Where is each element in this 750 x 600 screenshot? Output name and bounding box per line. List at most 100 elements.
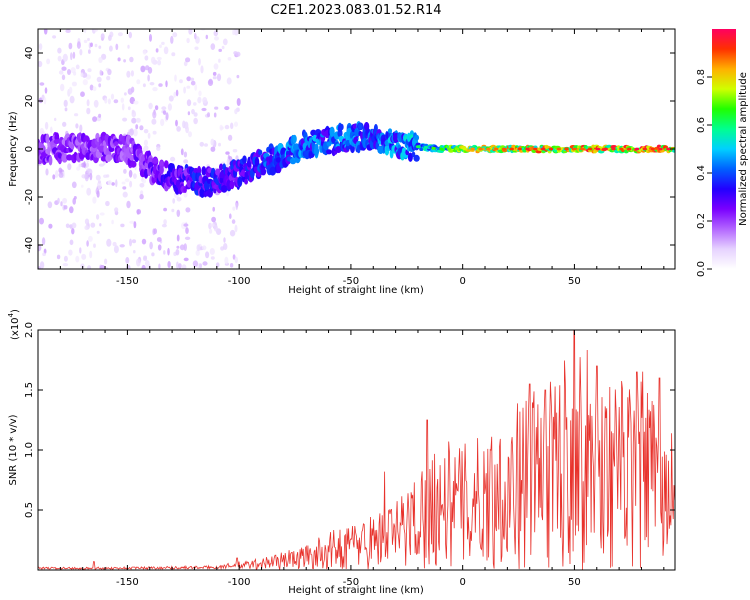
spectrum-noise-cell — [161, 223, 167, 228]
spectrum-noise-cell — [55, 170, 59, 178]
spectrum-noise-cell — [61, 74, 66, 81]
spectrum-noise-cell — [235, 51, 241, 57]
spectrum-noise-cell — [84, 173, 89, 182]
colorbar: 0.0 0.2 0.4 0.6 0.8 Normalized spectral ampl… — [696, 29, 749, 277]
spectrum-noise-cell — [83, 161, 86, 168]
spectrum-noise-cell — [157, 59, 162, 66]
spectrum-noise-cell — [186, 85, 191, 89]
spectrum-noise-cell — [149, 34, 152, 42]
spectrum-noise-cell — [122, 186, 127, 190]
spectrum-noise-cell — [149, 82, 155, 86]
spectrum-noise-cell — [79, 49, 83, 56]
spectrum-noise-cell — [176, 234, 180, 242]
spectrum-ridge-cell — [107, 154, 113, 161]
x-tick-label: 50 — [568, 577, 581, 588]
spectrum-noise-cell — [130, 70, 134, 77]
spectrum-noise-cell — [96, 190, 100, 198]
spectrum-noise-cell — [233, 29, 239, 36]
spectrum-noise-cell — [131, 117, 137, 124]
spectrum-peak-cell — [642, 147, 647, 151]
spectrum-noise-cell — [223, 243, 228, 250]
spectrum-noise-cell — [227, 57, 232, 61]
spectrum-noise-cell — [183, 257, 189, 262]
snr-scale-base: (x10 — [10, 317, 21, 340]
spectrum-ridge-cell — [339, 123, 344, 131]
spectrum-noise-cell — [213, 112, 217, 118]
spectrum-noise-cell — [61, 66, 67, 71]
spectrum-noise-cell — [76, 166, 81, 171]
spectrum-noise-cell — [38, 244, 42, 252]
spectrum-noise-cell — [202, 245, 207, 251]
spectrum-noise-cell — [136, 209, 141, 215]
y-tick-label: 40 — [24, 47, 35, 60]
spectrum-noise-cell — [168, 95, 174, 102]
spectrum-peak-cell — [595, 147, 601, 151]
spectrum-noise-cell — [209, 228, 213, 234]
spectrum-noise-cell — [76, 41, 81, 49]
snr-series-line — [38, 330, 675, 570]
spectrum-noise-cell — [212, 76, 217, 80]
spectrum-noise-cell — [179, 79, 183, 84]
spectrum-noise-cell — [46, 58, 51, 65]
spectrum-peak-cell — [447, 147, 452, 151]
spectrum-noise-cell — [229, 263, 234, 268]
spectrum-noise-cell — [193, 112, 198, 117]
spectrum-noise-cell — [39, 127, 45, 135]
spectrum-noise-cell — [128, 31, 132, 39]
spectrum-noise-cell — [185, 207, 191, 213]
spectrum-noise-cell — [205, 34, 208, 40]
spectrum-noise-cell — [156, 146, 161, 151]
spectrum-noise-cell — [107, 98, 111, 105]
spectrum-noise-cell — [80, 72, 84, 77]
spectrum-noise-cell — [183, 86, 187, 94]
spectrum-noise-cell — [70, 52, 73, 61]
spectrum-noise-cell — [84, 218, 90, 225]
spectrum-peak-cell — [627, 147, 632, 151]
spectrum-noise-cell — [142, 83, 146, 88]
spectrum-noise-cell — [88, 235, 93, 242]
spectrum-noise-cell — [234, 256, 238, 264]
spectrum-noise-cell — [139, 183, 145, 188]
spectrum-noise-cell — [139, 194, 144, 200]
spectrum-ridge-cell — [152, 157, 159, 164]
spectrum-noise-cell — [222, 38, 228, 46]
spectrum-noise-cell — [234, 121, 238, 127]
spectrum-noise-cell — [135, 117, 141, 123]
spectrum-noise-cell — [200, 65, 204, 74]
spectrum-noise-cell — [223, 237, 226, 243]
spectrum-noise-cell — [106, 75, 111, 81]
spectrum-noise-cell — [124, 92, 127, 96]
spectrum-noise-cell — [133, 100, 139, 105]
spectrum-noise-cell — [176, 125, 181, 132]
spectrum-noise-cell — [224, 124, 230, 130]
spectrum-noise-cell — [44, 87, 48, 94]
spectrum-ridge-cell — [419, 147, 424, 151]
spectrum-ridge-cell — [130, 160, 137, 168]
spectrum-noise-cell — [38, 43, 43, 51]
y-tick-label: 1.5 — [24, 382, 35, 398]
spectrum-noise-cell — [117, 57, 121, 62]
spectrum-noise-cell — [211, 216, 217, 223]
spectrum-peak-cell — [650, 147, 655, 151]
spectrum-noise-cell — [143, 129, 149, 134]
spectrum-ridge-cell — [45, 133, 50, 144]
snr-scale-close: ) — [10, 309, 21, 313]
spectrum-noise-cell — [79, 247, 82, 254]
spectrum-noise-cell — [60, 83, 65, 92]
spectrum-ridge-cell — [406, 132, 411, 142]
spectrum-noise-cell — [156, 56, 162, 61]
spectrum-noise-cell — [133, 173, 137, 179]
spectrum-noise-cell — [185, 227, 189, 235]
spectrum-noise-cell — [71, 181, 77, 189]
spectrum-noise-cell — [114, 207, 119, 213]
spectrum-noise-cell — [127, 106, 131, 111]
spectrum-noise-cell — [89, 84, 94, 91]
spectrum-peak-cell — [580, 147, 585, 151]
spectrum-noise-cell — [43, 29, 48, 35]
x-tick-label: -150 — [116, 577, 139, 588]
spectrum-noise-cell — [136, 258, 141, 267]
spectrum-noise-cell — [151, 118, 157, 125]
spectrum-noise-cell — [92, 86, 97, 92]
spectrum-noise-cell — [167, 247, 170, 256]
spectrum-noise-cell — [86, 99, 90, 107]
